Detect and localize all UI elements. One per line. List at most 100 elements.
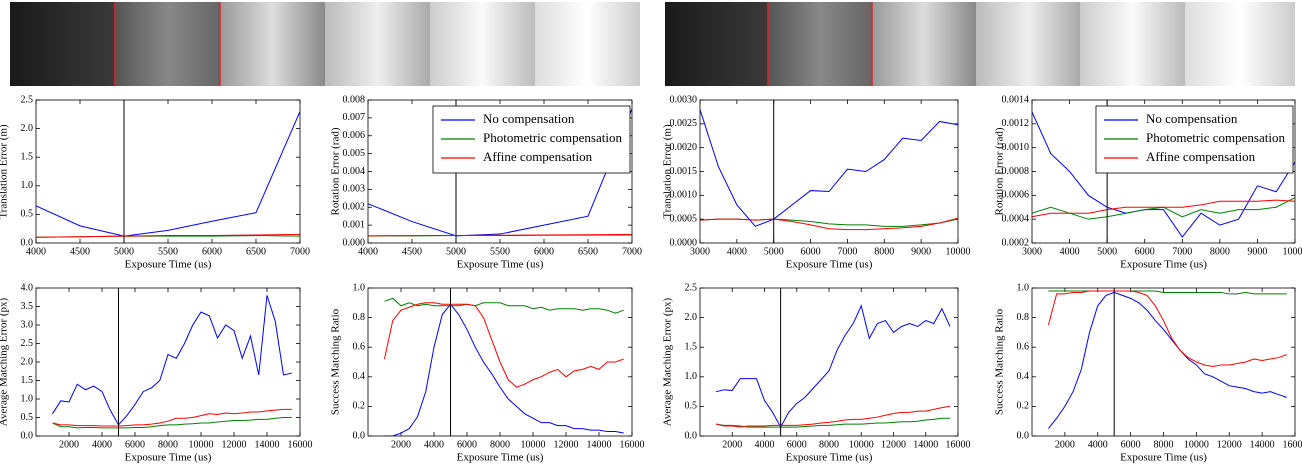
y-tick-label: 3.0	[21, 319, 34, 330]
y-axis-label: Average Matching Error (px)	[0, 297, 10, 426]
y-tick-label: 0.5	[685, 401, 698, 412]
series-line	[716, 405, 951, 428]
y-tick-label: 0.0012	[1002, 118, 1030, 129]
x-tick-label: 8000	[874, 246, 894, 257]
x-tick-label: 16000	[1283, 439, 1302, 450]
plot-frame	[1031, 99, 1296, 244]
x-tick-label: 5000	[114, 246, 134, 257]
x-tick-label: 8000	[490, 439, 510, 450]
y-tick-label: 1.0	[353, 282, 366, 293]
x-tick-label: 7000	[837, 246, 857, 257]
x-tick-label: 8000	[819, 439, 839, 450]
chart: 2000 4000 6000 8000 10000 12000 14000 16000 0.0 0…	[662, 282, 971, 463]
x-tick-label: 12000	[554, 439, 579, 450]
y-tick-label: 0.0	[21, 237, 34, 248]
y-tick-label: 0.003	[343, 184, 366, 195]
y-tick-label: 0.0004	[1002, 213, 1030, 224]
image-strip-aerial	[665, 2, 1295, 86]
y-tick-label: 0.2	[353, 401, 366, 412]
x-tick-label: 9000	[911, 246, 931, 257]
y-tick-label: 0.000	[343, 237, 366, 248]
y-tick-label: 0.0	[685, 430, 698, 441]
camera-frame	[976, 2, 1080, 86]
y-tick-label: 1.5	[685, 341, 698, 352]
x-tick-label: 4000	[755, 439, 775, 450]
x-tick-label: 6000	[787, 439, 807, 450]
camera-frame	[872, 2, 976, 86]
series-line	[1048, 290, 1287, 295]
chart: 4000 4500 5000 5500 6000 6500 7000 0.000 0.001 0.…	[330, 94, 642, 270]
x-tick-label: 10000	[189, 439, 214, 450]
series-line	[384, 297, 624, 314]
legend-label: Affine compensation	[483, 149, 593, 164]
y-tick-label: 0.004	[343, 166, 366, 177]
x-tick-label: 4000	[727, 246, 747, 257]
y-tick-label: 2.0	[21, 123, 34, 134]
y-tick-label: 0.5	[21, 412, 34, 423]
x-tick-label: 6000	[202, 246, 222, 257]
x-tick-label: 6000	[125, 439, 145, 450]
y-tick-label: 4.0	[21, 282, 34, 293]
camera-frame	[430, 2, 535, 86]
y-tick-label: 0.0005	[670, 213, 698, 224]
x-axis-label: Exposure Time (us)	[1120, 452, 1207, 464]
y-tick-label: 1.0	[1017, 282, 1030, 293]
chart: 2000 4000 6000 8000 10000 12000 14000 16000 0.0 0…	[994, 282, 1302, 463]
y-tick-label: 2.0	[21, 356, 34, 367]
y-tick-label: 3.5	[21, 301, 34, 312]
y-axis-label: Rotation Error (rad)	[994, 127, 1006, 215]
x-tick-label: 8000	[1154, 439, 1174, 450]
camera-frame	[220, 2, 325, 86]
x-axis-label: Exposure Time (us)	[1120, 259, 1207, 271]
x-tick-label: 6000	[457, 439, 477, 450]
plot-frame	[699, 99, 959, 244]
x-tick-label: 7000	[1172, 246, 1192, 257]
x-tick-label: 12000	[881, 439, 906, 450]
x-tick-label: 14000	[587, 439, 612, 450]
image-strip-street	[10, 2, 640, 86]
y-tick-label: 1.0	[21, 393, 34, 404]
x-tick-label: 9000	[1247, 246, 1267, 257]
series-line	[1032, 199, 1295, 218]
plot-frame	[1031, 287, 1296, 437]
y-tick-label: 0.005	[343, 148, 366, 159]
x-axis-label: Exposure Time (us)	[786, 452, 873, 464]
legend: No compensation Photometric compensation A…	[1095, 105, 1294, 174]
legend-label: No compensation	[483, 111, 575, 126]
x-tick-label: 3000	[690, 246, 710, 257]
y-tick-label: 0.4	[353, 371, 366, 382]
x-tick-label: 6000	[1135, 246, 1155, 257]
y-axis-label: Rotation Error (rad)	[330, 127, 342, 215]
camera-frame	[665, 2, 768, 86]
y-tick-label: 0.007	[343, 112, 366, 123]
series-line	[36, 111, 300, 237]
y-tick-label: 1.5	[21, 375, 34, 386]
y-tick-label: 2.5	[21, 94, 34, 105]
plot-frame	[367, 287, 633, 437]
legend-label: Photometric compensation	[483, 130, 623, 145]
y-tick-label: 0.6	[353, 341, 366, 352]
x-tick-label: 2000	[722, 439, 742, 450]
x-axis-label: Exposure Time (us)	[457, 259, 544, 271]
legend: No compensation Photometric compensation A…	[432, 105, 631, 174]
x-tick-label: 6000	[534, 246, 554, 257]
y-axis-label: Success Matching Ratio	[994, 308, 1006, 415]
y-tick-label: 0.006	[343, 130, 366, 141]
x-tick-label: 5000	[1097, 246, 1117, 257]
y-tick-label: 0.0000	[670, 237, 698, 248]
y-tick-label: 0.0020	[670, 142, 698, 153]
x-tick-label: 2000	[391, 439, 411, 450]
y-tick-label: 0.4	[1017, 371, 1030, 382]
series-line	[1032, 111, 1295, 238]
y-tick-label: 2.5	[21, 338, 34, 349]
y-tick-label: 0.0010	[670, 190, 698, 201]
y-tick-label: 0.0008	[1002, 166, 1030, 177]
y-axis-label: Translation Error (m)	[662, 124, 674, 219]
y-tick-label: 0.8	[353, 312, 366, 323]
y-tick-label: 0.6	[1017, 341, 1030, 352]
x-tick-label: 12000	[222, 439, 247, 450]
chart: 2000 4000 6000 8000 10000 12000 14000 16000 0.0 0…	[0, 282, 313, 463]
camera-frame	[768, 2, 872, 86]
x-tick-label: 10000	[1283, 246, 1302, 257]
